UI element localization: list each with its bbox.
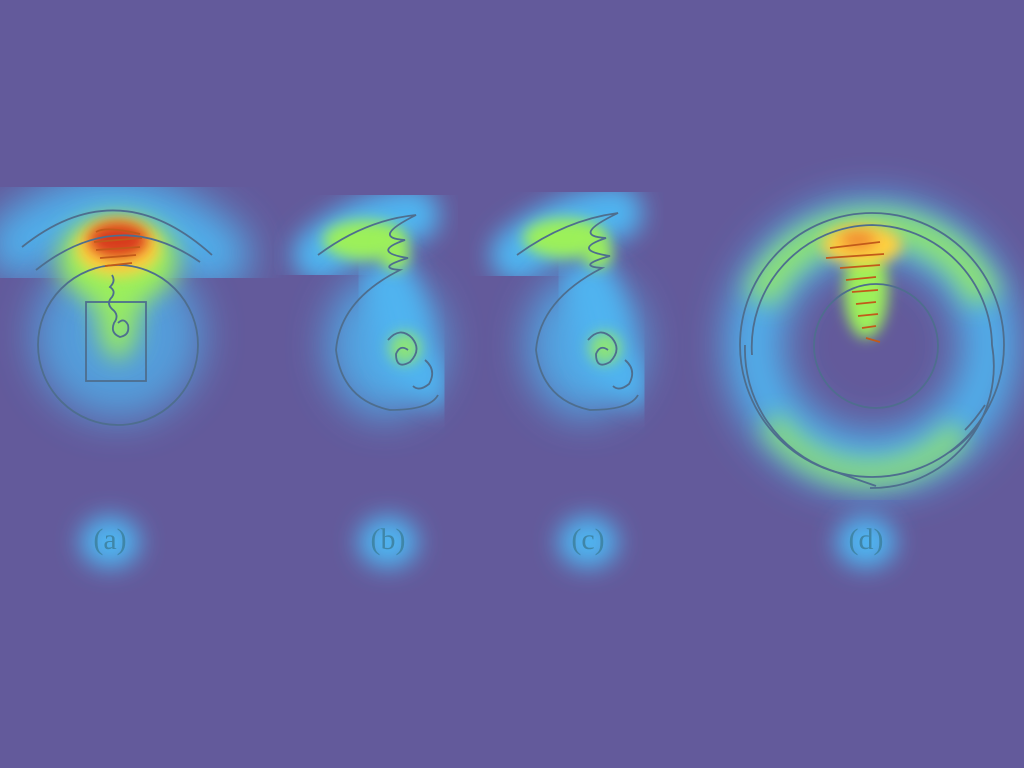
caption-glow-d xyxy=(836,516,896,568)
panel-c-strokes xyxy=(516,212,639,411)
caption-a: (a) xyxy=(93,523,127,556)
panel-d xyxy=(726,199,1018,491)
caption-glow-c xyxy=(558,516,618,568)
panel-a xyxy=(0,175,250,426)
caption-glow-a xyxy=(80,516,140,568)
panel-a-strokes xyxy=(21,209,213,426)
caption-c: (c) xyxy=(571,523,605,556)
caption-d: (d) xyxy=(848,523,884,556)
panel-b-strokes xyxy=(317,214,439,411)
panel-c xyxy=(490,185,648,417)
panel-d-strokes xyxy=(739,212,1005,489)
panel-b xyxy=(292,187,448,417)
caption-glow-b xyxy=(358,516,418,568)
caption-b: (b) xyxy=(370,523,406,556)
